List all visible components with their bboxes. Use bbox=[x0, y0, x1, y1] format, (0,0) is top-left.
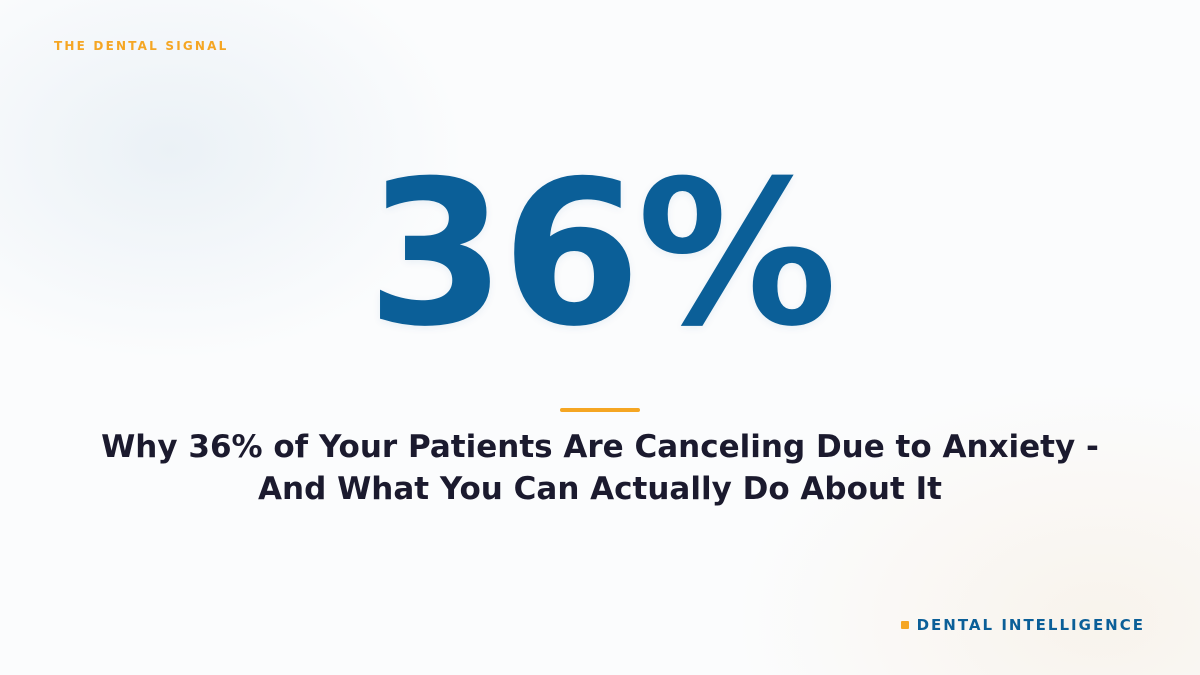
eyebrow-label: THE DENTAL SIGNAL bbox=[54, 39, 229, 53]
headline: Why 36% of Your Patients Are Canceling D… bbox=[101, 429, 1099, 507]
brand-footer: DENTAL INTELLIGENCE bbox=[900, 616, 1145, 634]
brand-square-icon bbox=[900, 621, 909, 629]
brand-name: DENTAL INTELLIGENCE bbox=[916, 616, 1145, 634]
stat-value: 36% bbox=[366, 138, 838, 371]
accent-divider bbox=[560, 408, 640, 412]
